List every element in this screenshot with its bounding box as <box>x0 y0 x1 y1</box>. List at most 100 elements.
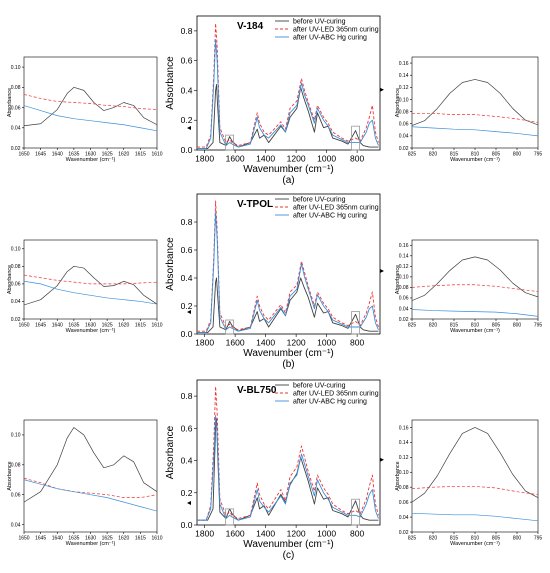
right-arrow-icon <box>380 87 384 92</box>
x-tick-label: 1600 <box>226 529 245 539</box>
x-tick-label: 1650 <box>18 323 29 329</box>
series-group <box>412 427 538 522</box>
zoom-region-box <box>225 319 235 335</box>
x-tick-label: 1650 <box>18 536 29 542</box>
series-line-hg <box>412 126 538 137</box>
x-tick-label: 825 <box>408 536 417 542</box>
x-tick-label: 825 <box>408 152 417 158</box>
x-tick-label: 815 <box>450 152 459 158</box>
y-tick-label: 0.4 <box>181 456 193 466</box>
series-line-before <box>24 427 157 503</box>
plot-frame <box>196 379 381 526</box>
x-tick-label: 805 <box>492 323 501 329</box>
series-line-hg <box>24 479 157 512</box>
panel-left-0: 1650 1645 1640 1635 1630 1625 1620 1615 1610 0.02… <box>7 56 163 163</box>
y-tick-label: 0.0 <box>181 145 193 155</box>
y-tick-label: 0.10 <box>11 65 21 71</box>
y-tick-label: 0.02 <box>399 530 409 536</box>
y-tick-label: 0.6 <box>181 423 193 433</box>
zoom-region-box <box>225 134 235 151</box>
y-tick-label: 0.12 <box>399 85 409 91</box>
zoom-region-box <box>351 125 361 151</box>
y-tick-label: 0.14 <box>399 254 409 260</box>
series-line-hg <box>24 280 157 305</box>
x-axis-label: Wavenumber (cm⁻¹) <box>66 541 116 547</box>
series-line-led <box>412 113 538 123</box>
panel-caption: (a) <box>282 175 294 186</box>
series-line-before <box>24 86 157 127</box>
legend-label: after UV-LED 365nm curing <box>293 390 379 397</box>
legend-label: before UV-curing <box>293 382 346 389</box>
x-tick-label: 810 <box>471 536 480 542</box>
x-tick-label: 800 <box>513 152 522 158</box>
legend-label: before UV-curing <box>293 18 346 25</box>
x-tick-label: 1800 <box>195 529 214 539</box>
y-tick-label: 0.10 <box>11 247 21 253</box>
y-axis-label: Absorbance <box>165 425 176 479</box>
y-axis-label: Absorbance <box>395 88 401 117</box>
series-line-led <box>412 284 538 292</box>
x-tick-label: 820 <box>429 536 438 542</box>
x-tick-label: 800 <box>350 154 364 164</box>
y-tick-label: 0.10 <box>399 470 409 476</box>
y-tick-label: 0.06 <box>399 122 409 128</box>
x-tick-label: 1000 <box>317 529 336 539</box>
y-tick-label: 0.2 <box>181 301 193 311</box>
y-axis-label: Absorbance <box>165 56 176 110</box>
y-tick-label: 0.08 <box>11 85 21 91</box>
x-tick-label: 1640 <box>52 323 63 329</box>
x-tick-label: 1800 <box>195 338 214 348</box>
y-tick-label: 0.08 <box>399 485 409 491</box>
chart-title: V-BL750 <box>237 385 277 396</box>
x-tick-label: 1650 <box>18 152 29 158</box>
series-group <box>24 427 157 512</box>
x-tick-label: 1400 <box>256 529 275 539</box>
y-tick-label: 0.04 <box>399 134 409 140</box>
series-line-hg <box>197 414 379 521</box>
y-tick-label: 0.02 <box>11 146 21 152</box>
series-group <box>412 79 538 137</box>
x-tick-label: 1630 <box>85 152 96 158</box>
y-tick-label: 0.06 <box>11 492 21 498</box>
y-tick-label: 0.04 <box>399 515 409 521</box>
series-line-before <box>412 79 538 126</box>
plot-frame <box>196 193 381 335</box>
x-tick-label: 1620 <box>118 152 129 158</box>
y-tick-label: 0.06 <box>399 296 409 302</box>
x-tick-label: 1625 <box>102 152 113 158</box>
x-axis-label: Wavenumber (cm⁻¹) <box>66 157 116 163</box>
zoom-region-box <box>351 498 361 526</box>
x-axis-label: Wavenumber (cm⁻¹) <box>450 541 500 547</box>
plot-frame <box>196 15 381 151</box>
y-tick-label: 0.10 <box>399 275 409 281</box>
y-tick-label: 0.02 <box>399 146 409 152</box>
panel-right-0: 825 820 815 810 805 800 795 0.02 0.04 0.06 0.08 0.1… <box>395 56 542 163</box>
right-arrow-icon <box>380 269 384 273</box>
series-line-led <box>24 94 157 110</box>
series-line-hg <box>197 211 379 334</box>
panel-main-0: 1800 1600 1400 1200 1000 800 0.0 0.2 0.4 0.6 0.8 Wa… <box>165 15 384 175</box>
panel-left-1: 1650 1645 1640 1635 1630 1625 1620 1615 1610 0.02… <box>7 239 163 334</box>
plot-frame <box>411 56 539 149</box>
y-tick-label: 0.04 <box>399 306 409 312</box>
panel-caption: (c) <box>283 550 295 561</box>
series-line-hg <box>412 309 538 317</box>
chart-title: V-TPOL <box>237 199 273 210</box>
y-tick-label: 0.6 <box>181 56 193 66</box>
panel-main-2: 1800 1600 1400 1200 1000 800 0.0 0.2 0.4 0.6 0.8 Wa… <box>165 379 384 550</box>
zoom-region-box <box>351 311 361 335</box>
series-group <box>24 86 157 132</box>
x-tick-label: 1615 <box>135 323 146 329</box>
x-tick-label: 1610 <box>151 536 162 542</box>
x-tick-label: 805 <box>492 152 501 158</box>
x-tick-label: 800 <box>350 529 364 539</box>
y-tick-label: 0.12 <box>399 455 409 461</box>
x-tick-label: 805 <box>492 536 501 542</box>
panel-main-1: 1800 1600 1400 1200 1000 800 0.0 0.2 0.4 0.6 0.8 Wa… <box>165 193 384 359</box>
series-line-before <box>24 265 157 306</box>
y-tick-label: 0.10 <box>11 433 21 439</box>
y-tick-label: 0.4 <box>181 85 193 95</box>
y-tick-label: 0.2 <box>181 115 193 125</box>
